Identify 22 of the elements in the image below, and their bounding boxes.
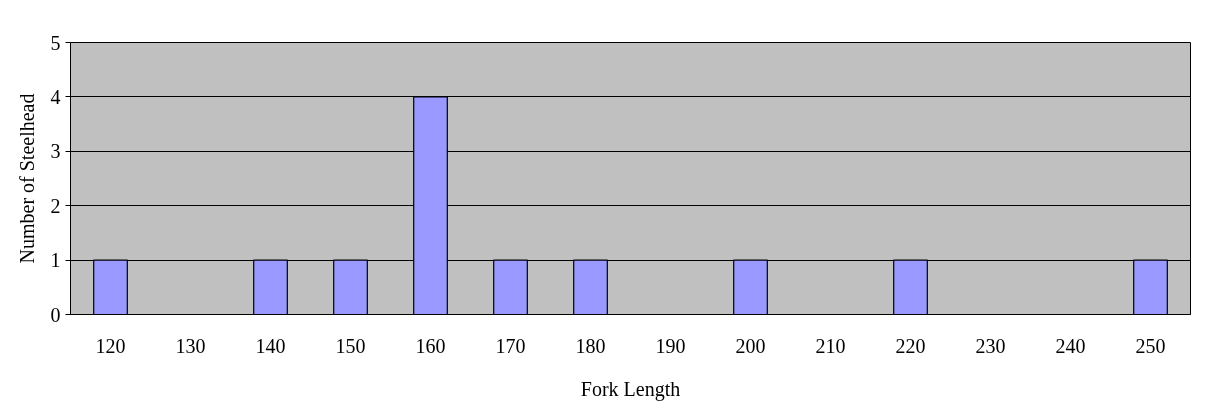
y-tick-label: 3 (50, 140, 61, 163)
x-tick-label: 240 (1055, 334, 1086, 357)
x-tick-label: 190 (655, 334, 686, 357)
x-tick-label: 250 (1135, 334, 1166, 357)
y-tick-label: 4 (50, 85, 61, 108)
x-tick-label: 120 (95, 334, 126, 357)
y-tick-label: 5 (50, 31, 61, 54)
x-tick-label: 150 (335, 334, 366, 357)
y-tick-label: 0 (50, 303, 61, 326)
x-tick-label: 200 (735, 334, 766, 357)
x-tick-label: 180 (575, 334, 606, 357)
x-tick-label: 160 (415, 334, 446, 357)
x-axis-title: Fork Length (580, 377, 681, 401)
y-axis-title: Number of Steelhead (15, 93, 38, 264)
x-tick-label: 230 (975, 334, 1006, 357)
x-tick-label: 170 (495, 334, 526, 357)
x-tick-label: 210 (815, 334, 846, 357)
x-tick-label: 130 (175, 334, 206, 357)
x-tick-label: 220 (895, 334, 926, 357)
y-tick-label: 2 (50, 194, 61, 217)
x-tick-label: 140 (255, 334, 286, 357)
y-tick-label: 1 (50, 249, 61, 272)
